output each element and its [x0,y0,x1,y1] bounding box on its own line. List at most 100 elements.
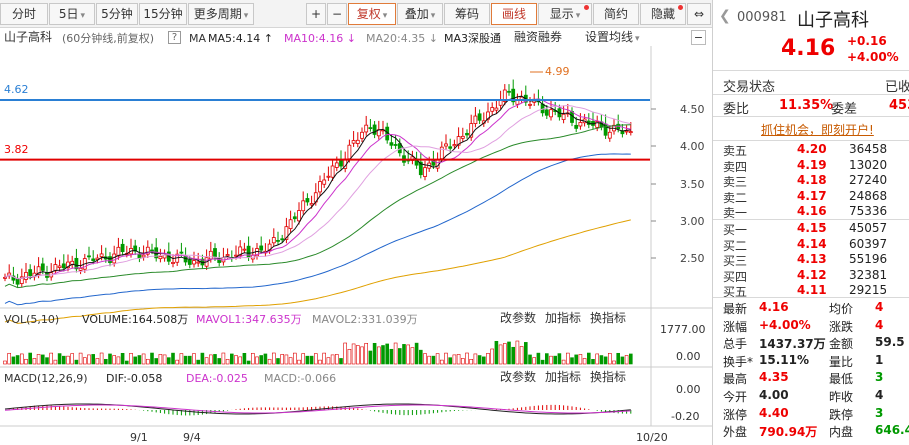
price-change: +0.16 [847,34,887,48]
toolbar-button-5[interactable]: + [306,3,326,25]
candle-body [259,245,264,251]
candle-body [78,267,83,271]
toolbar-button-10[interactable]: 画线 [491,3,537,25]
margin-trading-link[interactable]: 融资融券 [514,30,563,44]
volume-bar [473,353,478,365]
candle-body [364,124,369,133]
volume-bar [423,353,427,365]
toolbar-button-8[interactable]: 叠加 [397,3,443,25]
candle-body [351,140,356,144]
toolbar-button-3[interactable]: 15分钟 [139,3,187,25]
candle-body [171,261,175,264]
volume-bar [3,360,7,365]
bid-label: 买二 [723,238,748,253]
volume-bar [490,348,495,365]
macd-title: MACD(12,26,9) [4,372,88,385]
ask-label: 卖三 [723,175,748,190]
volume-bar [251,352,255,365]
toolbar-button-9[interactable]: 筹码 [444,3,490,25]
vol-switch-indicator-button[interactable]: 换指标 [590,311,627,325]
toolbar-button-2[interactable]: 5分钟 [96,3,138,25]
volume-bar [339,358,343,365]
macd-switch-indicator-button[interactable]: 换指标 [590,370,627,384]
stat-value: 4 [875,300,884,314]
volume-bar [104,358,108,365]
vol-add-indicator-button[interactable]: 加指标 [545,311,582,325]
candle-body [595,121,600,128]
collapse-kline-button[interactable]: − [691,30,706,45]
toolbar-button-14[interactable]: ⇔ [687,3,711,25]
macd-dif: DIF:-0.058 [106,372,163,385]
help-icon[interactable]: ? [168,31,181,44]
toolbar-button-7[interactable]: 复权 [348,3,396,25]
volume-bar [133,356,137,365]
stat-value: 4.40 [759,405,789,420]
volume-bar [192,353,196,365]
volume-bar [141,353,146,365]
period-toolbar: 分时5日5分钟15分钟更多周期 +−复权叠加筹码画线显示简约隐藏⇔ [0,0,712,28]
volume-bar [427,355,432,365]
toolbar-button-0[interactable]: 分时 [0,3,48,25]
volume-bar [125,360,129,365]
candle-body [460,135,465,139]
candle-body [24,272,28,280]
vol-mavol1: MAVOL1:347.635万 [196,313,302,326]
candle-body [288,219,293,229]
candle-body [368,127,373,130]
volume-bar [238,356,242,365]
volume-bar [599,355,604,365]
toolbar-button-13[interactable]: 隐藏 [640,3,686,25]
candle-body [292,216,297,220]
toolbar-button-11[interactable]: 显示 [538,3,592,25]
stat-value: 646.4 [875,423,909,438]
level-low-label: 3.82 [4,143,29,156]
current-price: 4.16 [781,36,836,61]
volume-bar [15,355,20,365]
candle-body [507,90,511,93]
stat-value: 59.5 [875,335,905,350]
toolbar-button-1[interactable]: 5日 [49,3,95,25]
volume-bar [167,357,171,365]
volume-bar [360,346,364,365]
volume-bar [70,353,74,365]
macd-add-indicator-button[interactable]: 加指标 [545,370,582,384]
candle-body [145,246,150,255]
open-account-promo-link[interactable]: 抓住机会，即刻开户! [761,123,874,137]
volume-bar [347,348,352,365]
candle-body [330,165,335,178]
bid-label: 买一 [723,223,748,237]
ask-volume: 24868 [849,188,888,203]
candle-body [187,259,192,265]
bid-price: 4.15 [797,221,827,235]
setup-ma-dropdown[interactable]: 设置均线 [585,31,640,46]
volume-bar [528,354,532,365]
candle-body [150,249,154,252]
ask-label: 卖五 [723,144,748,158]
toolbar-button-6[interactable]: − [327,3,347,25]
stat-value: 4 [875,388,884,402]
candle-body [444,143,448,147]
volume-bar [591,359,595,365]
macd-params-button[interactable]: 改参数 [500,370,537,384]
toolbar-button-12[interactable]: 简约 [593,3,639,25]
volume-bar [280,354,285,365]
back-chevron-icon[interactable]: ❮ [719,8,731,24]
volume-bar [477,355,482,365]
volume-bar [326,357,331,365]
candle-body [28,269,33,277]
vol-params-button[interactable]: 改参数 [500,311,537,325]
volume-bar [418,349,423,365]
stat-label: 最新 [723,302,748,316]
toolbar-button-4[interactable]: 更多周期 [188,3,254,25]
volume-bar [301,353,306,365]
volume-bar [230,353,234,365]
volume-bar [116,356,121,365]
volume-bar [628,353,633,365]
kline-chart[interactable] [0,28,712,445]
ask-price: 4.17 [797,188,827,203]
trade-status-value: 已收 [885,80,909,95]
candle-body [494,107,499,111]
dea-line [4,404,631,414]
bid-label: 买五 [723,285,748,300]
stat-label: 最低 [829,372,854,387]
